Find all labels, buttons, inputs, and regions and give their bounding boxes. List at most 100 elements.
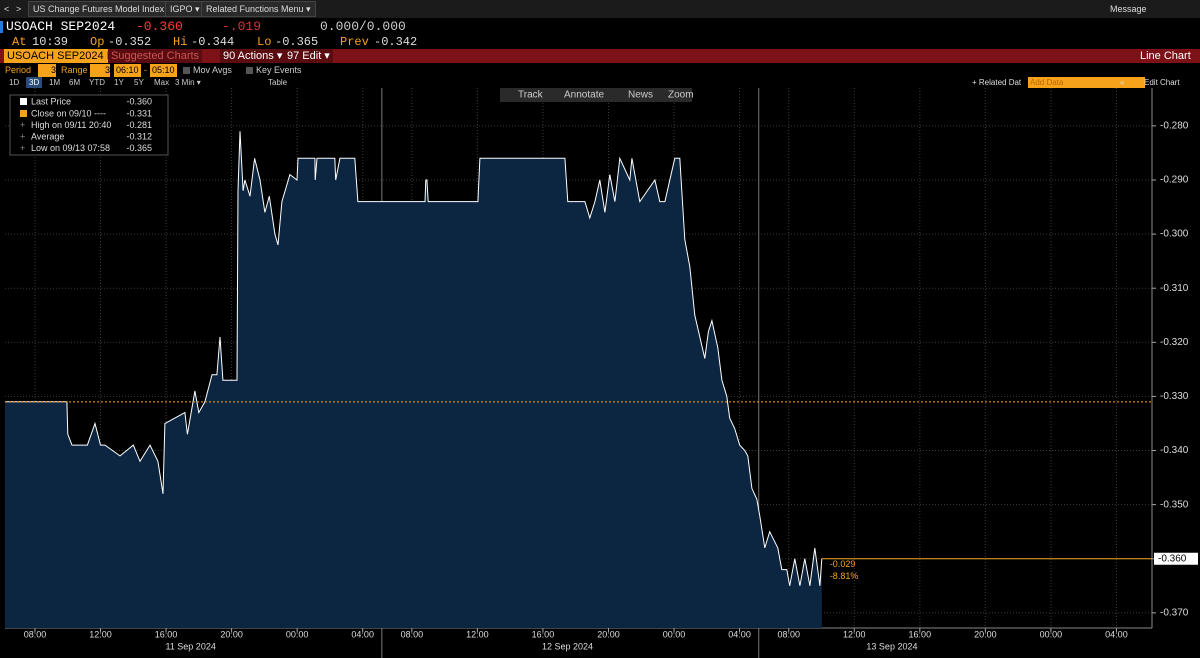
y-tick-label: -0.300 [1160,229,1189,240]
legend-label: Low on 09/13 07:58 [31,143,110,153]
checkbox[interactable] [246,67,253,74]
x-tick-label: 16:00 [909,629,932,639]
timeframe-buttons: 1D 3D 1M 6M YTD 1Y 5Y Max [0,77,200,88]
legend-icon: + [20,143,25,153]
related-data[interactable]: + Related Dat [972,78,1022,87]
x-tick-label: 00:00 [286,629,309,639]
top-bar: < > US Change Futures Model Index ▾ IGPO… [0,0,1200,18]
area [5,131,822,629]
timeframe-button[interactable]: 1D [9,78,20,87]
key-events[interactable]: Key Events [256,65,302,75]
change-label: -0.029 [830,559,856,569]
y-tick-label: -0.370 [1160,607,1189,618]
actions-menu[interactable]: 90 Actions ▾ [220,49,286,63]
stat-value: -0.342 [374,35,418,49]
y-tick-label: -0.350 [1160,499,1189,510]
legend-icon: + [20,131,25,141]
chart-tool[interactable]: Annotate [564,90,604,101]
chart-tool[interactable]: Zoom [668,90,694,101]
last-price: -0.360 [136,19,183,34]
x-tick-label: 08:00 [777,629,800,639]
x-tick-label: 04:00 [351,629,374,639]
collapse[interactable]: « [1120,78,1125,87]
timeframe-button[interactable]: 1M [49,78,61,87]
chart-toolbar [500,88,692,102]
stat-value: 10:39 [32,35,69,49]
range-field[interactable]: 3 [90,64,110,77]
stat-label: At [12,35,27,49]
message[interactable]: Message [1110,4,1147,14]
settings-bar: Period 3 Range 3 06:10 - 05:10 Mov Avgs … [0,64,1200,77]
legend-icon: + [20,120,25,130]
security-menu[interactable]: US Change Futures Model Index ▾ [28,1,177,17]
x-tick-label: 12:00 [843,629,866,639]
related-menu[interactable]: Related Functions Menu ▾ [201,1,316,17]
y-tick-label: -0.330 [1160,391,1189,402]
ticker: USOACH SEP2024 [6,19,116,34]
chart-tool[interactable]: News [628,90,653,101]
x-tick-label: 12:00 [89,629,112,639]
add-data[interactable]: Add Data [1028,77,1145,88]
igpo-menu[interactable]: IGPO ▾ [165,1,205,17]
stat-value: -0.365 [275,35,319,49]
timeframe-button[interactable]: 5Y [134,78,144,87]
x-tick-label: 00:00 [663,629,686,639]
edit-menu[interactable]: 97 Edit ▾ [284,49,333,63]
timeframe-button[interactable]: 3D [26,77,43,88]
stat-value: -0.344 [191,35,235,49]
interval[interactable]: 3 Min ▾ [175,78,201,87]
period-field[interactable]: 3 [38,64,56,77]
x-tick-label: 08:00 [24,629,47,639]
x-tick-label: 08:00 [401,629,424,639]
nav-back[interactable]: < [4,4,10,14]
view-name: Line Chart [1140,50,1191,62]
table-button[interactable]: Table [268,78,288,87]
stat-value: -0.352 [108,35,152,49]
last-price-label: -0.360 [1158,553,1187,564]
legend-value: -0.312 [126,131,152,141]
chart-tool[interactable]: Track [518,90,544,101]
x-tick-label: 20:00 [597,629,620,639]
ticker-marker [0,21,3,33]
y-tick-label: -0.280 [1160,121,1189,132]
legend-value: -0.281 [126,120,152,130]
date-label: 13 Sep 2024 [866,641,917,651]
x-tick-label: 04:00 [1105,629,1128,639]
x-tick-label: 04:00 [728,629,751,639]
last-price-tag [1154,552,1198,565]
y-tick-label: -0.320 [1160,337,1189,348]
range-end[interactable]: 05:10 [150,64,177,77]
nav-forward[interactable]: > [16,4,22,14]
edit-chart[interactable]: Edit Chart [1144,78,1180,87]
net-change: -.019 [222,19,262,34]
timeframe-button[interactable]: 1Y [114,78,124,87]
checkbox[interactable] [183,67,190,74]
stat-label: Op [90,35,105,49]
timeframe-button[interactable]: 6M [69,78,81,87]
date-label: 11 Sep 2024 [165,641,215,651]
timeframe-button[interactable]: YTD [89,78,105,87]
range-start[interactable]: 06:10 [114,64,141,77]
quote-stats: At 10:39 Op -0.352 Hi -0.344 Lo -0.365 P… [0,35,1200,49]
range-sep: - [144,65,147,75]
suggested-charts[interactable]: Suggested Charts [108,49,203,63]
y-tick-label: -0.310 [1160,283,1189,294]
security-field[interactable]: USOACH SEP2024 In [4,49,119,63]
x-tick-label: 20:00 [220,629,243,639]
legend-label: Last Price [31,96,71,106]
date-label: 12 Sep 2024 [542,641,593,651]
y-tick-label: -0.340 [1160,445,1189,456]
legend-box [9,94,169,156]
stat-label: Hi [173,35,188,49]
legend-swatch [20,110,27,117]
mov-avgs[interactable]: Mov Avgs [193,65,232,75]
legend-label: Close on 09/10 ---- [31,108,106,118]
legend-label: Average [31,131,64,141]
line [5,131,823,586]
x-tick-label: 12:00 [466,629,489,639]
timeframe-button[interactable]: Max [154,78,170,87]
legend-swatch [20,98,27,105]
stat-label: Lo [257,35,272,49]
